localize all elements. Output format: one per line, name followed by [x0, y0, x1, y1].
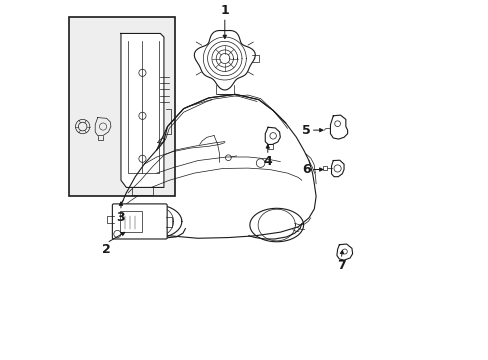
- Bar: [69, 17, 174, 196]
- FancyBboxPatch shape: [112, 204, 167, 239]
- Text: 2: 2: [102, 243, 111, 256]
- Bar: [323, 166, 326, 170]
- Bar: [120, 211, 142, 232]
- Text: 1: 1: [220, 4, 229, 17]
- Text: 3: 3: [117, 211, 125, 224]
- Polygon shape: [121, 33, 163, 188]
- Text: 4: 4: [263, 155, 272, 168]
- Text: 5: 5: [302, 123, 310, 137]
- Text: 6: 6: [302, 163, 310, 176]
- Text: 7: 7: [336, 259, 345, 272]
